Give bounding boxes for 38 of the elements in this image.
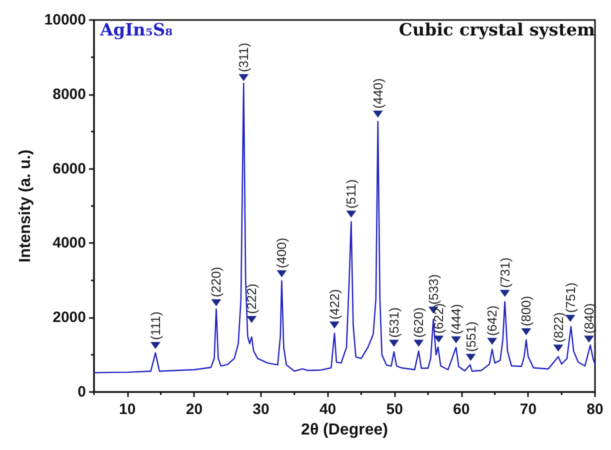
annotation: (222) <box>244 284 260 314</box>
annotation: Cubic crystal system <box>398 20 596 40</box>
annotation: (111) <box>148 312 163 340</box>
x-tick-label: 20 <box>186 401 203 418</box>
annotation: (731) <box>497 258 512 288</box>
y-tick-label: 4000 <box>52 234 86 252</box>
annotation: AgIn₅S₈ <box>99 20 173 40</box>
y-tick-label: 6000 <box>52 160 86 178</box>
annotation: (642) <box>484 306 500 336</box>
annotation: (220) <box>208 266 224 298</box>
annotation: (400) <box>274 238 290 268</box>
x-axis-title: 2θ (Degree) <box>301 422 388 438</box>
annotation: (311) <box>236 42 252 72</box>
annotation: (840) <box>581 303 596 334</box>
annotation: (531) <box>386 307 402 338</box>
annotation: (444) <box>448 304 464 334</box>
y-tick-label: 8000 <box>52 86 86 103</box>
y-tick-label: 2000 <box>52 309 86 326</box>
x-tick-label: 70 <box>520 401 537 418</box>
x-tick-label: 10 <box>119 401 136 418</box>
annotation: (822) <box>550 312 566 343</box>
x-tick-label: 50 <box>386 401 403 418</box>
x-tick-label: 80 <box>586 401 604 418</box>
annotation: (533) <box>426 274 441 305</box>
x-tick-label: 40 <box>319 401 336 418</box>
y-axis-title: Intensity (a. u.) <box>16 150 34 262</box>
annotation: (422) <box>326 289 342 320</box>
y-tick-label: 10000 <box>44 12 86 28</box>
annotation: (620) <box>411 307 426 338</box>
annotation: (751) <box>562 282 578 313</box>
annotation: (440) <box>370 78 386 109</box>
annotation: (800) <box>518 296 534 326</box>
x-tick-label: 60 <box>453 401 470 418</box>
annotation: (551) <box>463 322 478 352</box>
annotation: (511) <box>344 179 359 209</box>
y-tick-label: 0 <box>78 384 86 400</box>
x-tick-label: 30 <box>252 401 270 418</box>
annotation: (622) <box>431 303 446 334</box>
